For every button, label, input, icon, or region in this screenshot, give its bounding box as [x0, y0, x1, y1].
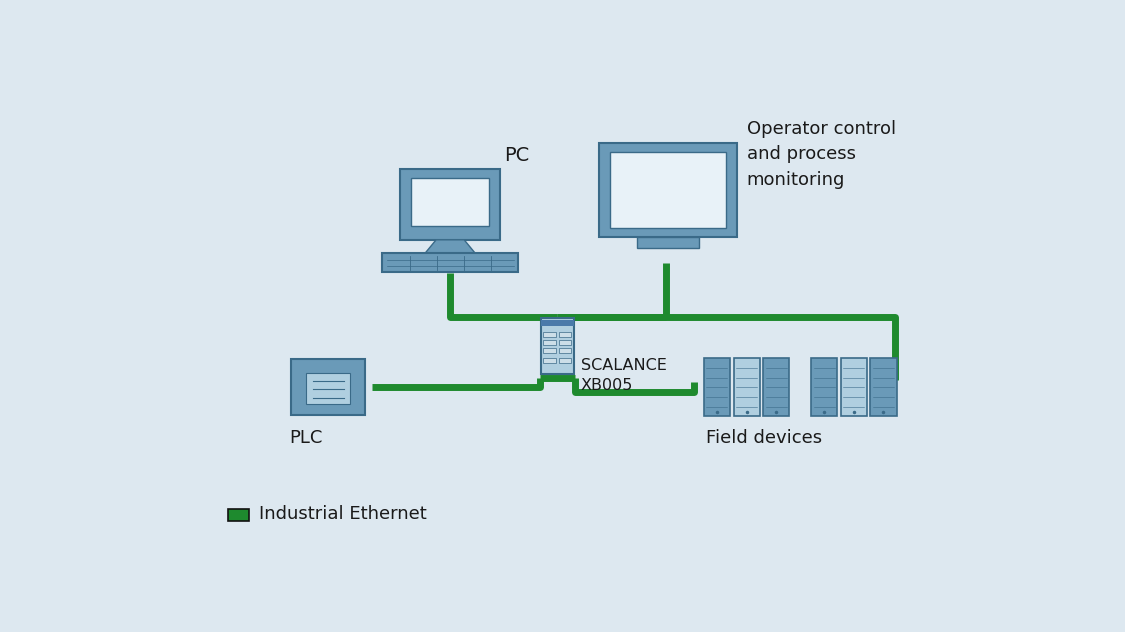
FancyBboxPatch shape	[227, 509, 249, 521]
FancyBboxPatch shape	[291, 360, 366, 415]
FancyBboxPatch shape	[306, 374, 350, 404]
FancyBboxPatch shape	[541, 318, 574, 374]
FancyBboxPatch shape	[543, 332, 556, 337]
Text: PLC: PLC	[289, 428, 322, 447]
FancyBboxPatch shape	[637, 238, 699, 248]
FancyBboxPatch shape	[610, 152, 726, 228]
FancyBboxPatch shape	[541, 320, 574, 326]
FancyBboxPatch shape	[763, 358, 790, 416]
FancyBboxPatch shape	[411, 178, 489, 226]
Text: PC: PC	[504, 147, 530, 166]
FancyBboxPatch shape	[543, 358, 556, 363]
FancyBboxPatch shape	[543, 348, 556, 353]
FancyBboxPatch shape	[543, 340, 556, 345]
FancyBboxPatch shape	[871, 358, 897, 416]
FancyBboxPatch shape	[559, 348, 572, 353]
FancyBboxPatch shape	[559, 332, 572, 337]
FancyBboxPatch shape	[400, 169, 501, 240]
Polygon shape	[425, 240, 476, 253]
FancyBboxPatch shape	[382, 253, 518, 272]
FancyBboxPatch shape	[734, 358, 759, 416]
Text: SCALANCE
XB005: SCALANCE XB005	[580, 358, 667, 393]
FancyBboxPatch shape	[559, 340, 572, 345]
FancyBboxPatch shape	[811, 358, 837, 416]
Text: Field devices: Field devices	[705, 428, 821, 447]
FancyBboxPatch shape	[559, 358, 572, 363]
FancyBboxPatch shape	[840, 358, 867, 416]
Text: Operator control
and process
monitoring: Operator control and process monitoring	[747, 119, 896, 189]
FancyBboxPatch shape	[600, 142, 737, 238]
Text: Industrial Ethernet: Industrial Ethernet	[259, 505, 428, 523]
FancyBboxPatch shape	[704, 358, 730, 416]
